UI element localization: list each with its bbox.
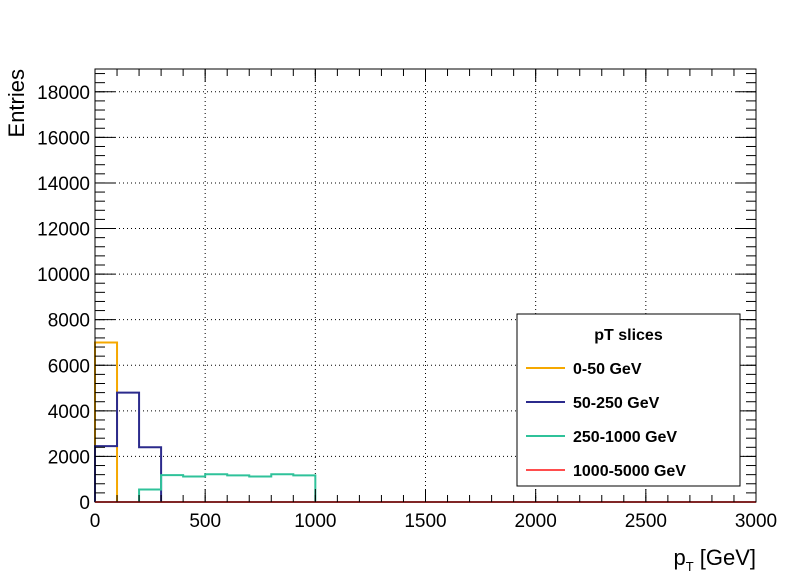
legend-box (516, 313, 741, 487)
y-tick-label: 0 (79, 493, 90, 514)
histogram-series-250-1000-GeV (138, 473, 317, 502)
x-tick-label: 1500 (404, 511, 446, 532)
ticks (94, 69, 757, 503)
legend-label: 250-1000 GeV (573, 429, 677, 446)
legend-label: 50-250 GeV (573, 395, 660, 412)
histogram-series-50-250-GeV (94, 391, 163, 502)
y-tick-label: 10000 (37, 265, 90, 286)
x-axis-title: pT [GeV] (674, 545, 756, 572)
legend-entries: 0-50 GeV 50-250 GeV 250-1000 GeV 1000-5000 … (526, 361, 686, 480)
legend-title: pT slices (594, 327, 663, 344)
legend-label: 0-50 GeV (573, 361, 642, 378)
y-tick-label: 12000 (37, 220, 90, 241)
grid (95, 69, 756, 502)
y-tick-label: 6000 (48, 356, 90, 377)
x-tick-label: 1000 (294, 511, 336, 532)
x-axis-title-main: p (674, 545, 686, 570)
x-tick-label: 2000 (515, 511, 557, 532)
x-tick-label: 0 (90, 511, 101, 532)
legend-label: 1000-5000 GeV (573, 463, 686, 480)
x-tick-label: 2500 (625, 511, 667, 532)
y-axis-title: Entries (4, 69, 29, 137)
y-tick-label: 16000 (37, 128, 90, 149)
tick-labels: 0 500 1000 1500 2000 2500 3000 0 2000 4000 6000 800… (37, 83, 777, 532)
legend: pT slices 0-50 GeV 50-250 GeV 250-1000 GeV… (516, 313, 741, 487)
y-tick-label: 4000 (48, 402, 90, 423)
y-tick-label: 18000 (37, 83, 90, 104)
y-tick-label: 14000 (37, 174, 90, 195)
x-axis-title-unit: [GeV] (700, 545, 756, 570)
y-tick-label: 2000 (48, 447, 90, 468)
y-tick-label: 8000 (48, 311, 90, 332)
x-tick-label: 500 (189, 511, 221, 532)
x-axis-title-subscript: T (686, 559, 694, 572)
x-tick-label: 3000 (735, 511, 777, 532)
